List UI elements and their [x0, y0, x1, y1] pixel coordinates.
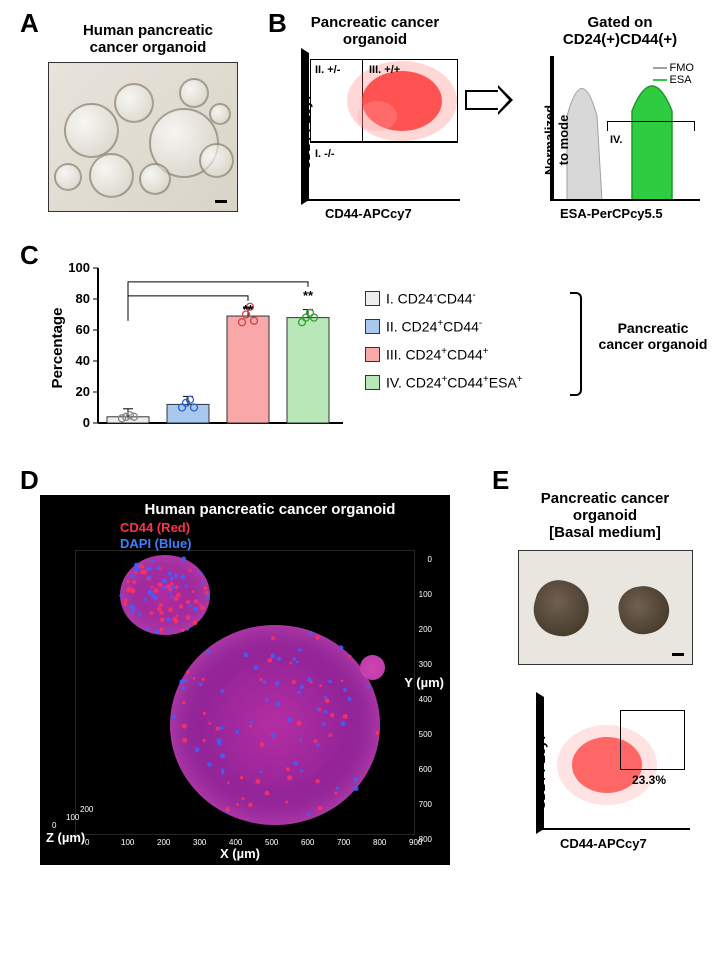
legend-item: II. CD24+CD44-	[365, 318, 482, 335]
tick: 300	[193, 838, 206, 847]
organoid-bubble	[179, 78, 209, 108]
tick: 600	[419, 765, 432, 774]
axis-b-left-y: CD24-PEcy7	[298, 93, 313, 170]
legend-fmo: FMO	[670, 62, 694, 74]
scatter-plot-b: I. -/- II. +/- III. +/+	[305, 56, 460, 201]
organoid-bubble	[209, 103, 231, 125]
brace	[570, 292, 582, 396]
panel-b-title-left: Pancreatic cancer organoid	[290, 14, 460, 48]
gate-percentage: 23.3%	[632, 773, 666, 787]
tick: 300	[419, 660, 432, 669]
group-label-c: Pancreatic cancer organoid	[588, 320, 718, 352]
histogram-b: IV. FMO ESA	[550, 56, 700, 201]
quad-label-1: I. -/-	[315, 148, 335, 160]
panel-e-title: Pancreatic cancer organoid [Basal medium…	[510, 490, 700, 541]
panel-b-title-right: Gated on CD24(+)CD44(+)	[535, 14, 705, 48]
axis-b-left-x: CD44-APCcy7	[325, 206, 412, 221]
organoid-bubble	[64, 103, 119, 158]
tick: 200	[157, 838, 170, 847]
axis-e-x: CD44-APCcy7	[560, 836, 647, 851]
tick: 500	[419, 730, 432, 739]
panel-d-label: D	[20, 465, 39, 496]
tick: 700	[337, 838, 350, 847]
legend-item: I. CD24-CD44-	[365, 290, 476, 307]
scatter-plot-e: 23.3%	[540, 700, 690, 830]
tick: 800	[373, 838, 386, 847]
tick: 700	[419, 800, 432, 809]
svg-text:60: 60	[76, 322, 90, 337]
scale-bar-e	[672, 653, 684, 656]
panel-c-label: C	[20, 240, 39, 271]
tick: 0	[428, 555, 432, 564]
panel-e-micrograph	[518, 550, 693, 665]
legend-item: III. CD24+CD44+	[365, 346, 489, 363]
tick: 200	[419, 625, 432, 634]
quad-label-4: IV.	[610, 134, 622, 146]
d-x-label: X (µm)	[220, 846, 260, 861]
svg-text:80: 80	[76, 291, 90, 306]
svg-text:20: 20	[76, 384, 90, 399]
tick: 0	[85, 838, 89, 847]
tick: 100	[66, 813, 79, 822]
svg-text:**: **	[303, 288, 314, 303]
svg-text:Percentage: Percentage	[49, 308, 66, 389]
d-y-label: Y (µm)	[404, 675, 444, 690]
axis-b-right-y: Normalized to mode	[543, 105, 572, 175]
organoid-bubble	[114, 83, 154, 123]
panel-a-title: Human pancreatic cancer organoid	[48, 22, 248, 56]
tick: 400	[419, 695, 432, 704]
quad-label-3: III. +/+	[369, 64, 400, 76]
tick: 100	[121, 838, 134, 847]
panel-e-label: E	[492, 465, 509, 496]
svg-text:40: 40	[76, 353, 90, 368]
tick: 0	[52, 821, 56, 830]
svg-text:**: **	[243, 302, 254, 317]
d-z-label: Z (µm)	[46, 830, 85, 845]
tick: 800	[419, 835, 432, 844]
svg-text:100: 100	[68, 260, 90, 275]
svg-text:0: 0	[83, 415, 90, 430]
axis-e-y: CD24-PEcy7	[533, 733, 548, 810]
organoid-bubble	[89, 153, 134, 198]
axis-b-right-x: ESA-PerCPcy5.5	[560, 206, 663, 221]
panel-b-label: B	[268, 8, 287, 39]
organoid-bubble	[54, 163, 82, 191]
bar-chart-c: 0 20 40 60 80 100 Percentage ** **	[48, 248, 348, 448]
tick: 400	[229, 838, 242, 847]
organoid-bubble	[139, 163, 171, 195]
scale-bar	[215, 200, 227, 203]
gating-arrow	[465, 85, 515, 115]
panel-a-label: A	[20, 8, 39, 39]
tick: 500	[265, 838, 278, 847]
panel-d-confocal: Human pancreatic cancer organoid CD44 (R…	[40, 495, 450, 865]
tick: 200	[80, 805, 93, 814]
legend-item: IV. CD24+CD44+ESA+	[365, 374, 523, 391]
tick: 100	[419, 590, 432, 599]
tick: 600	[301, 838, 314, 847]
panel-a-micrograph	[48, 62, 238, 212]
legend-esa: ESA	[670, 74, 692, 86]
quad-label-2: II. +/-	[315, 64, 340, 76]
organoid-bubble	[199, 143, 234, 178]
